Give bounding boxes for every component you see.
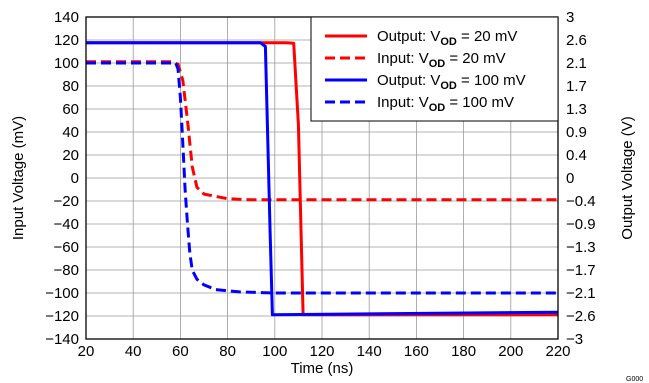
x-axis-label: Time (ns): [291, 360, 354, 377]
legend-label: Input: VOD = 20 mV: [377, 50, 506, 70]
y-axis-right-label: Output Voltage (V): [619, 116, 636, 239]
series-line-3: [86, 41, 559, 317]
x-tick-label: 200: [498, 343, 523, 360]
y-right-tick-label: 0.4: [566, 147, 587, 164]
x-tick-label: 120: [309, 343, 334, 360]
y-right-tick-label: 0: [566, 170, 574, 187]
y-right-tick-label: 3: [566, 9, 574, 26]
y-left-tick-label: 20: [62, 147, 79, 164]
y-left-tick-label: 120: [54, 32, 79, 49]
y-left-tick-label: −60: [54, 239, 79, 256]
y-axis-left-ticks: 140 120 100 80 60 40 20 0 −20 −40 −60 −80 −100 −120 −1…: [45, 9, 79, 348]
legend-label: Output: VOD = 20 mV: [377, 28, 517, 48]
y-right-tick-label: −2.6: [566, 308, 596, 325]
y-left-tick-label: 0: [71, 170, 79, 187]
figure-id: G000: [626, 376, 643, 383]
y-right-tick-label: −3: [566, 331, 583, 348]
x-tick-label: 140: [357, 343, 382, 360]
y-left-tick-label: −20: [54, 193, 79, 210]
y-left-tick-label: −120: [45, 308, 79, 325]
y-left-tick-label: 100: [54, 55, 79, 72]
y-right-tick-label: −0.4: [566, 193, 596, 210]
y-left-tick-label: 40: [62, 124, 79, 141]
x-tick-label: 80: [219, 343, 236, 360]
y-left-tick-label: −80: [54, 262, 79, 279]
y-right-tick-label: 0.9: [566, 124, 587, 141]
legend-label: Output: VOD = 100 mV: [377, 72, 526, 92]
y-right-tick-label: 1.7: [566, 78, 587, 95]
y-left-tick-label: 60: [62, 101, 79, 118]
y-left-tick-label: 140: [54, 9, 79, 26]
x-tick-label: 100: [262, 343, 287, 360]
y-right-tick-label: −0.9: [566, 216, 596, 233]
y-axis-right-ticks: 3 2.6 2.1 1.7 1.3 0.9 0.4 0 −0.4 −0.9 −1.3 −1.7 −2.1…: [566, 9, 596, 348]
series-line-4: [86, 61, 558, 295]
y-left-tick-label: −140: [45, 331, 79, 348]
y-right-tick-label: 2.1: [566, 55, 587, 72]
legend-box: [310, 16, 559, 122]
x-tick-label: 180: [451, 343, 476, 360]
y-left-tick-label: 80: [62, 78, 79, 95]
y-right-tick-label: −1.7: [566, 262, 596, 279]
x-axis-ticks: 20 40 60 80 100 120 140 160 180 200 220: [78, 343, 571, 360]
x-tick-label: 160: [404, 343, 429, 360]
y-left-tick-label: −100: [45, 285, 79, 302]
y-right-tick-label: −2.1: [566, 285, 596, 302]
x-tick-label: 60: [172, 343, 189, 360]
legend-label: Input: VOD = 100 mV: [377, 94, 514, 114]
y-axis-left-label: Input Voltage (mV): [10, 116, 27, 240]
x-tick-label: 40: [125, 343, 142, 360]
y-left-tick-label: −40: [54, 216, 79, 233]
y-right-tick-label: 2.6: [566, 32, 587, 49]
x-tick-label: 20: [78, 343, 95, 360]
x-tick-label: 220: [545, 343, 570, 360]
y-right-tick-label: −1.3: [566, 239, 596, 256]
y-right-tick-label: 1.3: [566, 101, 587, 118]
series-lines: [86, 41, 559, 317]
series-line-2: [86, 60, 558, 202]
